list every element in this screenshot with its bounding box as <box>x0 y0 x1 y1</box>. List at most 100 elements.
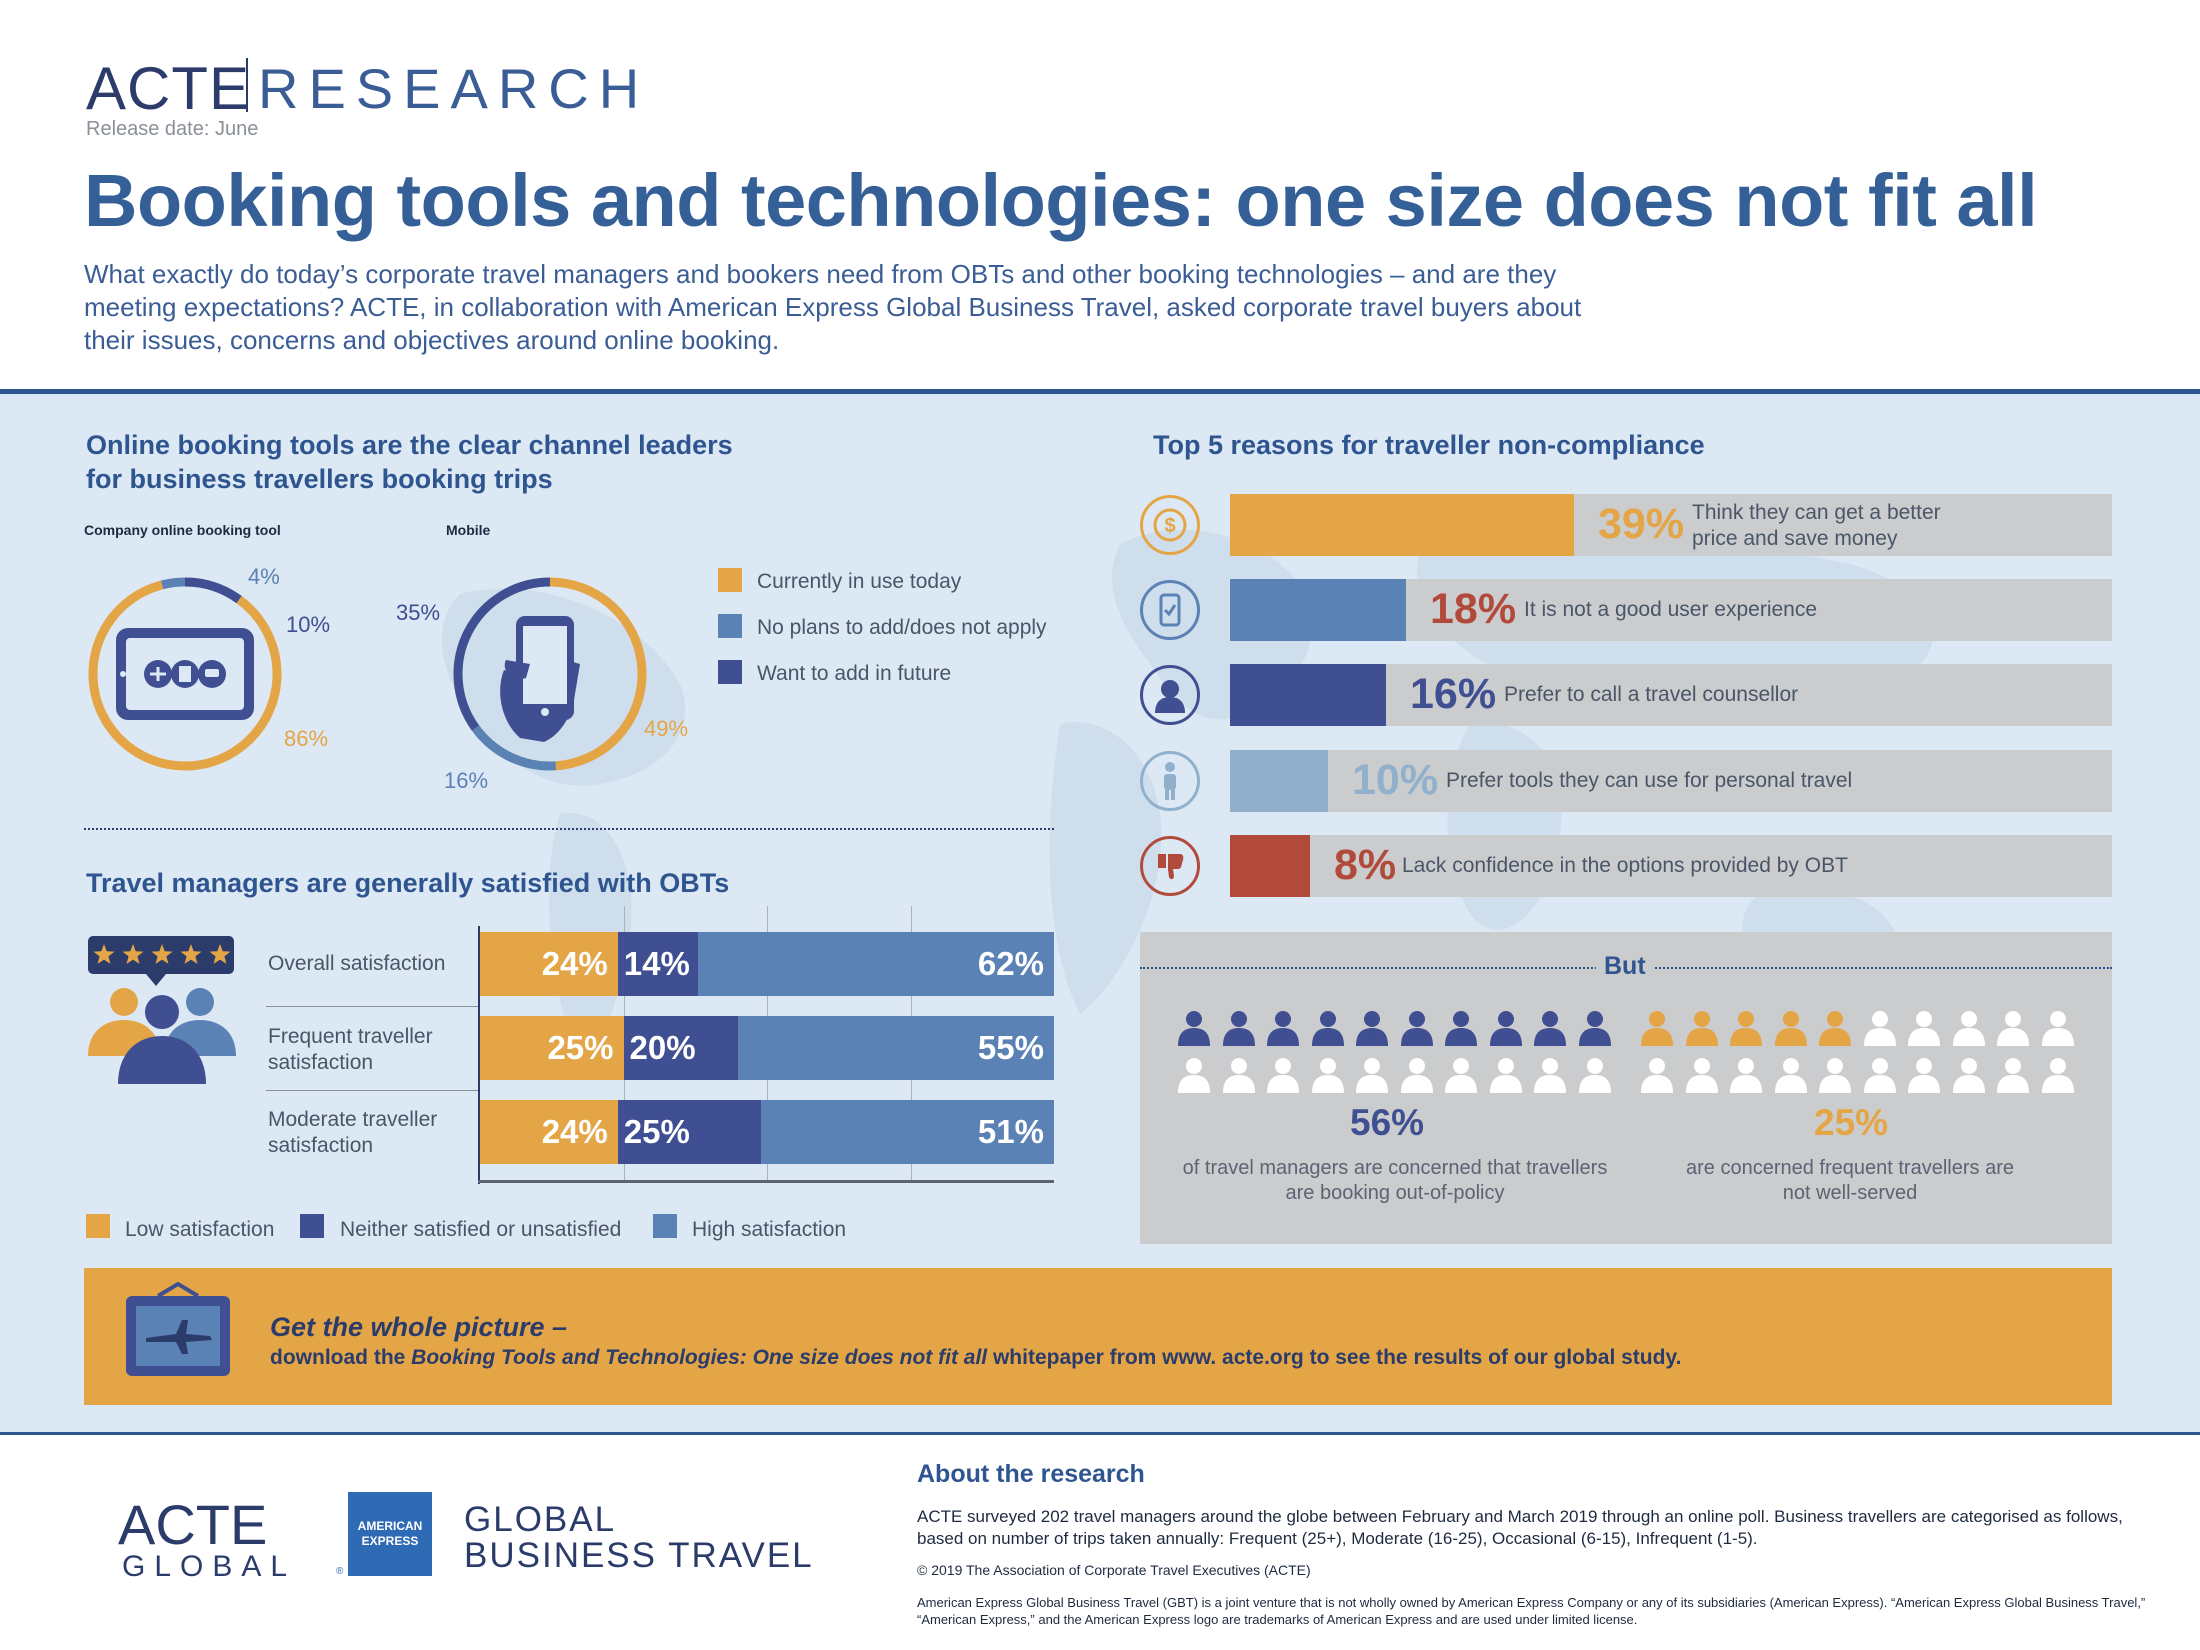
sat-segment-neither: 14% <box>617 932 699 996</box>
person-icon <box>1685 1058 1718 1093</box>
donut-slice-no-plans-to-add-does-not-apply <box>471 725 557 771</box>
donut1-label-in-use: 86% <box>284 726 329 751</box>
donut1-segments <box>88 577 282 771</box>
reason-label: Prefer to call a travel counsellor <box>1504 683 1799 706</box>
donut2-label-future: 35% <box>396 600 441 625</box>
person-icon <box>1774 1058 1807 1093</box>
sat-segment-high: 62% <box>698 932 1054 996</box>
section-divider <box>84 828 1054 830</box>
legend-label-neither: Neither satisfied or unsatisfied <box>340 1218 622 1241</box>
cta-whitepaper-title: Booking Tools and Technologies: One size… <box>411 1346 988 1369</box>
person-icon <box>1997 1058 2029 1093</box>
research-logo-text: RESEARCH <box>258 57 650 120</box>
counsellor-icon <box>1140 665 1200 725</box>
reason-bar-row: 18% It is not a good user experience <box>1230 579 2112 641</box>
person-icon <box>1222 1058 1255 1093</box>
person-icon-concerned <box>1730 1011 1762 1046</box>
legend-swatch-in-use <box>718 568 742 592</box>
star-icon <box>122 944 144 964</box>
stat-out-of-policy: 56% <box>1350 1102 1425 1143</box>
person-icon <box>1534 1058 1566 1093</box>
sat-category-frequent: Frequent traveller satisfaction <box>268 1025 433 1074</box>
legend-swatch-no-plans <box>718 614 742 638</box>
about-text: ACTE surveyed 202 travel managers around… <box>917 1507 2123 1548</box>
reason-bar-row: 16% Prefer to call a travel counsellor <box>1230 664 2112 726</box>
donut1-label-no-plans: 4% <box>248 564 280 589</box>
personal-traveller-icon <box>1140 751 1200 811</box>
stat-not-well-served-caption-1: are concerned frequent travellers are <box>1686 1157 2014 1179</box>
person-icon <box>1863 1058 1896 1093</box>
donut-slice-want-to-add-in-future <box>184 577 242 604</box>
sat-segment-neither: 25% <box>617 1100 762 1164</box>
person-icon-concerned <box>1267 1011 1299 1046</box>
stat-not-well-served-caption-2: not well-served <box>1782 1182 1918 1204</box>
reason-percent: 16% <box>1410 670 1497 718</box>
person-icon-concerned <box>1489 1011 1522 1046</box>
star-icon <box>151 944 173 964</box>
logo-divider <box>246 58 248 112</box>
framed-plane-icon <box>126 1282 230 1376</box>
donut-slice-no-plans-to-add-does-not-apply <box>161 577 186 590</box>
but-panel <box>1140 932 2112 1244</box>
donut-chart-mobile <box>453 577 647 771</box>
star-icon <box>209 944 231 964</box>
person-icon <box>1908 1011 1940 1046</box>
disclaimer: American Express Global Business Travel … <box>917 1595 2146 1627</box>
satisfaction-title: Travel managers are generally satisfied … <box>86 868 730 898</box>
sat-segment-high: 55% <box>738 1016 1054 1080</box>
donut-slice-currently-in-use-today <box>549 577 647 771</box>
donut1-title: Company online booking tool <box>84 522 281 538</box>
amex-logo-line1: AMERICAN <box>357 1519 423 1533</box>
page-title: Booking tools and technologies: one size… <box>84 159 2038 242</box>
sat-bar-row: 24% 14% 62% <box>480 932 1054 996</box>
legend-label-high: High satisfaction <box>692 1218 847 1241</box>
release-date: Release date: June <box>86 118 259 140</box>
sat-segment-high: 51% <box>761 1100 1054 1164</box>
person-icon <box>1952 1058 1985 1093</box>
person-icon-concerned <box>1641 1011 1673 1046</box>
person-icon-concerned <box>1400 1011 1433 1046</box>
stat-not-well-served: 25% <box>1814 1102 1889 1143</box>
cta-banner[interactable] <box>84 1268 2112 1405</box>
person-icon <box>1641 1058 1673 1093</box>
person-icon <box>1356 1058 1388 1093</box>
donut2-label-in-use: 49% <box>644 716 689 741</box>
mobile-check-icon <box>1140 580 1200 640</box>
legend-label-in-use: Currently in use today <box>757 570 962 593</box>
amex-logo-line2: EXPRESS <box>361 1534 419 1548</box>
person-icon <box>1311 1058 1344 1093</box>
legend-label-low: Low satisfaction <box>125 1218 275 1241</box>
reason-bar-fill <box>1230 664 1386 726</box>
hand-phone-icon <box>500 616 580 742</box>
svg-text:$: $ <box>1164 515 1175 537</box>
dollar-coin-icon: $ <box>1140 495 1200 555</box>
tablet-icon <box>116 628 254 720</box>
channels-title-line1: Online booking tools are the clear chann… <box>86 430 733 460</box>
sat-segment-low: 24% <box>480 932 618 996</box>
acte-global-logo: ACTE <box>118 1493 268 1556</box>
cta-text[interactable]: download the Booking Tools and Technolog… <box>270 1346 1681 1370</box>
header-divider <box>0 389 2200 394</box>
reason-bar-fill <box>1230 494 1574 556</box>
star-icon <box>93 944 115 964</box>
person-icon-concerned <box>1534 1011 1566 1046</box>
acte-global-logo-subtitle: GLOBAL <box>122 1550 297 1583</box>
person-icon-concerned <box>1819 1011 1851 1046</box>
person-icon <box>1908 1058 1940 1093</box>
satisfaction-baseline <box>478 1180 1054 1183</box>
person-icon-concerned <box>1445 1011 1477 1046</box>
rating-people-icon <box>88 936 236 1084</box>
person-icon <box>1863 1011 1896 1046</box>
legend-swatch-neither <box>300 1214 324 1238</box>
legend-swatch-low <box>86 1214 110 1238</box>
reason-bar-row: 10% Prefer tools they can use for persona… <box>1230 750 2112 812</box>
footer-divider <box>0 1432 2200 1435</box>
reason-percent: 39% <box>1598 500 1685 548</box>
but-label: But <box>1596 952 1654 981</box>
person-icon <box>2041 1011 2074 1046</box>
sat-segment-low: 24% <box>480 1100 618 1164</box>
sat-bar-row: 25% 20% 55% <box>480 1016 1054 1080</box>
donut2-segments <box>453 577 647 771</box>
sat-segment-neither: 20% <box>623 1016 739 1080</box>
reasons-title: Top 5 reasons for traveller non-complian… <box>1153 430 1705 460</box>
